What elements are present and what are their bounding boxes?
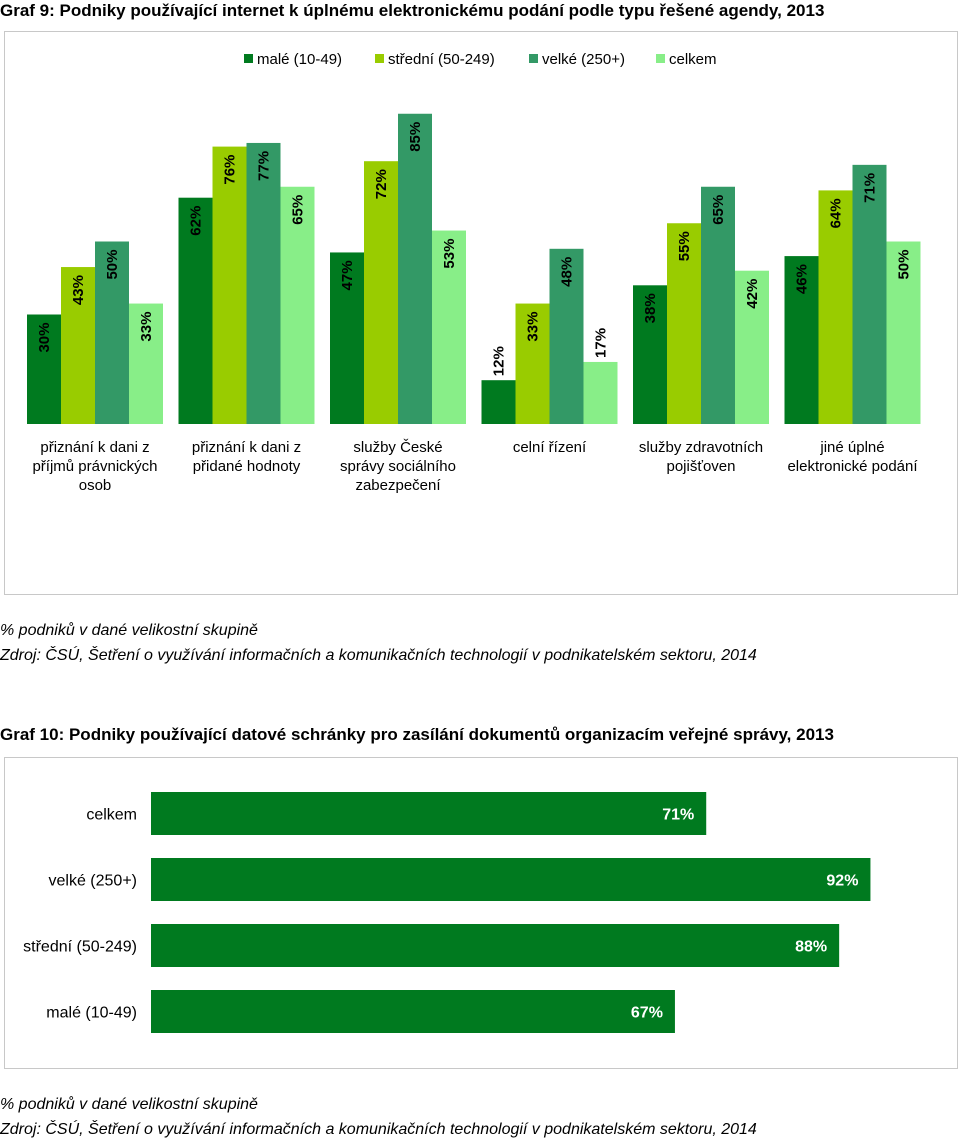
bar [852, 164, 887, 424]
data-label: 50% [104, 250, 121, 280]
bar [151, 924, 840, 967]
data-label: 72% [373, 169, 390, 199]
bar [330, 252, 364, 424]
chart-9-plot: malé (10-49) střední (50-249) velké (250+)… [27, 51, 921, 494]
category-label: velké (250+) [49, 873, 138, 890]
data-label: 17% [593, 328, 610, 358]
data-label: 30% [36, 323, 53, 353]
bar [701, 186, 735, 424]
bar [61, 267, 95, 424]
data-label: 88% [795, 939, 827, 956]
bar [27, 314, 61, 424]
category-label: celkem [86, 807, 137, 824]
data-label: 50% [896, 250, 913, 280]
data-label: 46% [794, 264, 811, 294]
data-label: 53% [441, 239, 458, 269]
category-label: malé (10-49) [46, 1005, 137, 1022]
bar [364, 161, 398, 424]
chart-10-source-note: Zdroj: ČSÚ, Šetření o využívání informač… [0, 1121, 757, 1138]
bar [515, 303, 550, 424]
data-label: 38% [642, 293, 659, 323]
data-label: 67% [631, 1005, 663, 1022]
category-label: střední (50-249) [23, 939, 137, 956]
bar [549, 248, 584, 424]
bar [784, 256, 819, 424]
category-label: jiné úplné elektronické podání [787, 439, 918, 475]
legend-swatch [244, 54, 253, 63]
chart-9-source-note: Zdroj: ČSÚ, Šetření o využívání informač… [0, 647, 757, 664]
category-label: přiznání k dani z příjmů právnických osob [32, 439, 157, 494]
data-label: 76% [222, 155, 239, 185]
bar [583, 361, 618, 424]
category-label: celní řízení [513, 439, 587, 456]
chart-9-title: Graf 9: Podniky používající internet k ú… [0, 1, 825, 20]
bar [280, 186, 315, 424]
data-label: 85% [407, 122, 424, 152]
data-label: 71% [662, 807, 694, 824]
data-label: 33% [525, 312, 542, 342]
data-label: 42% [744, 279, 761, 309]
data-label: 92% [826, 873, 858, 890]
data-label: 65% [290, 195, 307, 225]
bar [735, 270, 769, 424]
legend-label: celkem [669, 51, 717, 68]
data-label: 47% [339, 260, 356, 290]
bar [212, 146, 247, 424]
data-label: 33% [138, 312, 155, 342]
bar [667, 223, 701, 424]
legend-swatch [656, 54, 665, 63]
bar [481, 380, 516, 424]
bar [818, 190, 853, 424]
bar [398, 113, 432, 424]
data-label: 77% [256, 151, 273, 181]
legend-label: velké (250+) [542, 51, 625, 68]
bar [151, 858, 871, 901]
data-label: 55% [676, 231, 693, 261]
bar [633, 285, 667, 424]
bar [178, 197, 213, 424]
legend-swatch [375, 54, 384, 63]
bar [886, 241, 921, 424]
category-label: služby zdravotních pojišťoven [639, 439, 763, 475]
data-label: 71% [862, 173, 879, 203]
data-label: 64% [828, 198, 845, 228]
bar [129, 303, 163, 424]
bar [151, 990, 675, 1033]
bar [151, 792, 707, 835]
chart-10-unit-note: % podniků v dané velikostní skupině [0, 1096, 258, 1113]
legend-label: střední (50-249) [388, 51, 495, 68]
data-label: 62% [188, 206, 205, 236]
bar [246, 142, 281, 424]
category-label: služby České správy sociálního zabezpečení [340, 439, 456, 494]
bar [432, 230, 466, 424]
data-label: 65% [710, 195, 727, 225]
category-label: přiznání k dani z přidané hodnoty [192, 439, 301, 475]
chart-9-unit-note: % podniků v dané velikostní skupině [0, 622, 258, 639]
data-label: 43% [70, 275, 87, 305]
data-label: 48% [559, 257, 576, 287]
data-label: 12% [491, 346, 508, 376]
legend-label: malé (10-49) [257, 51, 342, 68]
chart-10-title: Graf 10: Podniky používající datové schr… [0, 725, 834, 744]
bar [95, 241, 129, 424]
legend-swatch [529, 54, 538, 63]
